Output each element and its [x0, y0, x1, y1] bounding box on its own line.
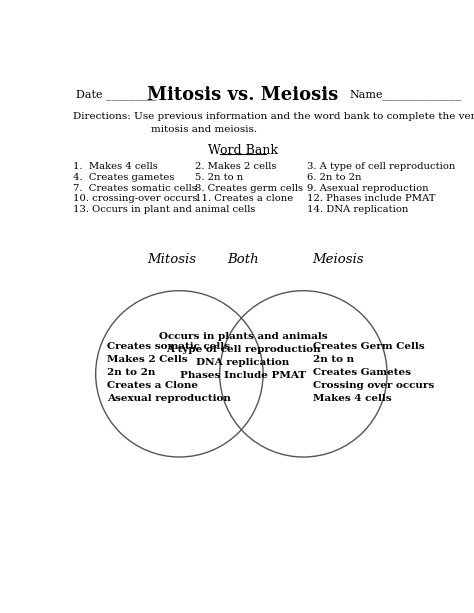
Text: 5. 2n to n: 5. 2n to n — [195, 173, 243, 182]
Text: Directions: Use previous information and the word bank to complete the venn diag: Directions: Use previous information and… — [73, 112, 474, 134]
Text: 14. DNA replication: 14. DNA replication — [307, 205, 409, 214]
Text: 8. Creates germ cells: 8. Creates germ cells — [195, 184, 303, 192]
Text: Word Bank: Word Bank — [208, 144, 278, 157]
Text: 4.  Creates gametes: 4. Creates gametes — [73, 173, 174, 182]
Text: Creates somatic cells
Makes 2 Cells
2n to 2n
Creates a Clone
Asexual reproductio: Creates somatic cells Makes 2 Cells 2n t… — [107, 341, 231, 403]
Text: 1.  Makes 4 cells: 1. Makes 4 cells — [73, 162, 158, 171]
Text: 10. crossing-over occurs: 10. crossing-over occurs — [73, 194, 198, 204]
Text: Mitosis: Mitosis — [147, 253, 196, 267]
Text: Creates Germ Cells
2n to n
Creates Gametes
Crossing over occurs
Makes 4 cells: Creates Germ Cells 2n to n Creates Gamet… — [313, 341, 435, 403]
Text: 11. Creates a clone: 11. Creates a clone — [195, 194, 293, 204]
Text: 13. Occurs in plant and animal cells: 13. Occurs in plant and animal cells — [73, 205, 255, 214]
Text: 12. Phases include PMAT: 12. Phases include PMAT — [307, 194, 436, 204]
Text: Meiosis: Meiosis — [313, 253, 364, 267]
Text: Name______________: Name______________ — [350, 89, 462, 101]
Text: Occurs in plants and animals
A type of cell reproduction
DNA replication
Phases : Occurs in plants and animals A type of c… — [159, 332, 327, 380]
Text: 9. Asexual reproduction: 9. Asexual reproduction — [307, 184, 429, 192]
Text: 3. A type of cell reproduction: 3. A type of cell reproduction — [307, 162, 456, 171]
Text: Both: Both — [227, 253, 259, 267]
Text: Mitosis vs. Meiosis: Mitosis vs. Meiosis — [147, 86, 338, 104]
Text: Date _________: Date _________ — [76, 89, 157, 101]
Text: 7.  Creates somatic cells: 7. Creates somatic cells — [73, 184, 197, 192]
Text: 2. Makes 2 cells: 2. Makes 2 cells — [195, 162, 276, 171]
Text: 6. 2n to 2n: 6. 2n to 2n — [307, 173, 362, 182]
